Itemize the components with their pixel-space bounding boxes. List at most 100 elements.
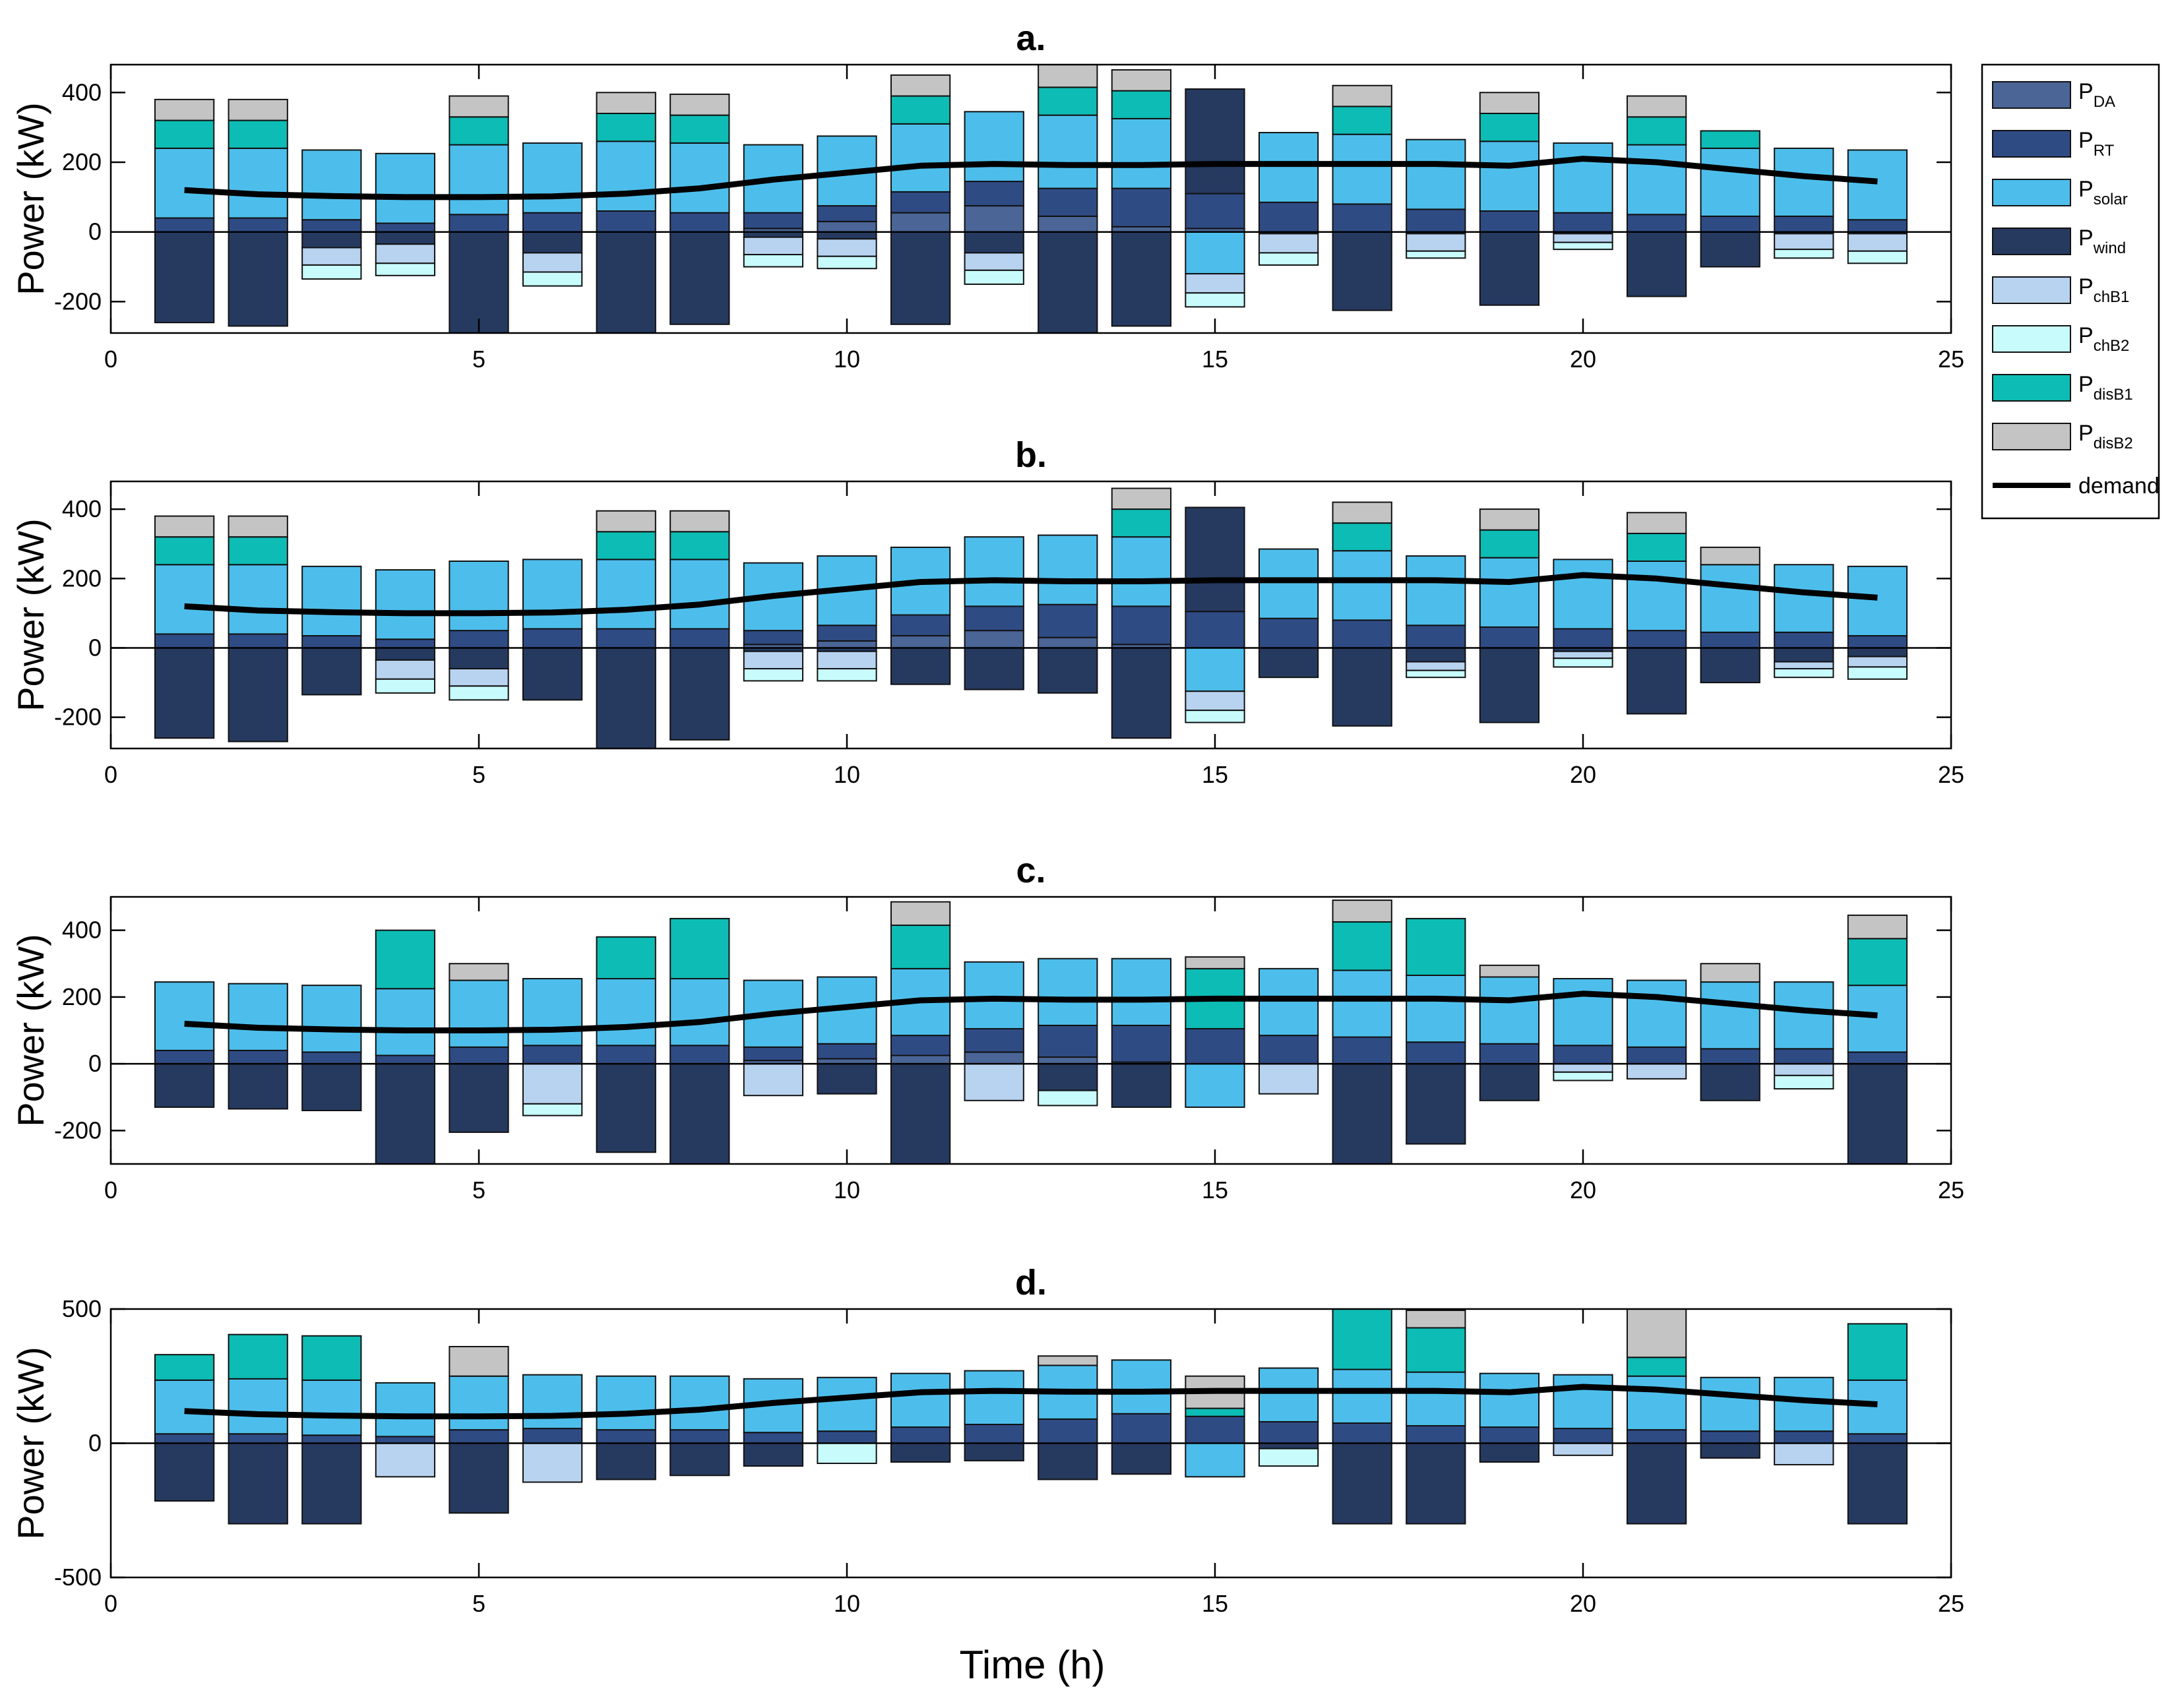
bar-segment-disB1-t17 xyxy=(1332,106,1392,135)
bar-segment-solar-t24 xyxy=(1847,1379,1908,1435)
bar-segment-wind-t24 xyxy=(1847,1442,1908,1525)
bar-segment-RT-t9 xyxy=(743,212,804,229)
bar-segment-wind-t4 xyxy=(375,1063,436,1164)
bar-segment-disB1-t24 xyxy=(1847,938,1908,987)
bar-segment-RT-t22 xyxy=(1700,631,1760,649)
bar-segment-solar-t19 xyxy=(1479,140,1540,212)
bar-segment-RT-t16 xyxy=(1258,201,1319,233)
bar-segment-RT-t20 xyxy=(1553,1045,1613,1065)
bar-segment-wind-t8 xyxy=(669,231,730,325)
bar-segment-wind-t13 xyxy=(1038,1442,1098,1480)
bar-segment-chB1-t9 xyxy=(743,236,804,256)
bar-segment-chB1-t21 xyxy=(1626,1063,1687,1080)
bar-segment-RT-t15 xyxy=(1185,1415,1245,1444)
bar-segment-RT-t23 xyxy=(1774,1430,1834,1444)
bar-segment-wind-t14 xyxy=(1111,1442,1172,1475)
bar-segment-wind-t1 xyxy=(154,231,215,324)
bar-segment-RT-t7 xyxy=(596,210,656,233)
bar-segment-wind-t18 xyxy=(1406,1442,1466,1525)
bar-segment-disB1-t14 xyxy=(1111,90,1172,119)
bar-segment-solar-t7 xyxy=(596,559,656,630)
bar-segment-disB1-t17 xyxy=(1332,522,1392,552)
bar-segment-solar-t17 xyxy=(1332,969,1392,1038)
bar-segment-disB1-t8 xyxy=(669,917,730,980)
bar-segment-RT-t17 xyxy=(1332,203,1392,233)
bar-segment-RT-t14 xyxy=(1111,1024,1172,1063)
bar-segment-RT-t4 xyxy=(375,638,436,649)
bar-segment-solar-t5 xyxy=(449,979,509,1048)
bar-segment-wind-t12 xyxy=(964,231,1024,254)
bar-segment-wind-t10 xyxy=(817,1063,877,1095)
bar-segment-solar-t20 xyxy=(1553,142,1613,214)
bar-segment-solar-t6 xyxy=(522,142,583,214)
bar-segment-chB1-t23 xyxy=(1774,661,1834,670)
bar-segment-disB2-t14 xyxy=(1111,487,1172,510)
bar-segment-solar-t20 xyxy=(1553,978,1613,1047)
bar-segment-RT-t13 xyxy=(1038,1418,1098,1444)
legend-label-chB1: PchB1 xyxy=(2078,274,2129,306)
bar-segment-solar-t23 xyxy=(1774,564,1834,633)
bar-segment-wind-t7 xyxy=(596,1442,656,1480)
bar-segment-solar-t6 xyxy=(522,978,583,1047)
bar-segment-solar-t20 xyxy=(1553,1374,1613,1430)
bar-segment-solar-t2 xyxy=(228,1378,288,1435)
bar-segment-disB1-t7 xyxy=(596,113,656,142)
y-axis-label: Power (kW) xyxy=(10,1347,51,1539)
legend-label-solar: Psolar xyxy=(2078,177,2128,208)
bar-segment-RT-t22 xyxy=(1700,1430,1760,1444)
bar-segment-chB2-t13 xyxy=(1038,1089,1098,1107)
bar-segment-RT-t9 xyxy=(743,630,804,646)
bar-segment-chB1-t15 xyxy=(1185,273,1245,294)
x-tick-label: 25 xyxy=(1938,761,1964,788)
bar-segment-disB2-t17 xyxy=(1332,501,1392,524)
bar-segment-RT-t4 xyxy=(375,1054,436,1065)
bar-segment-solar-t17 xyxy=(1332,133,1392,205)
bar-segment-solar-t14 xyxy=(1111,536,1172,607)
bar-segment-disB2-t17 xyxy=(1332,900,1392,923)
bar-segment-disB2-t19 xyxy=(1479,964,1540,978)
bar-segment-solar-t15 xyxy=(1185,231,1245,275)
bar-segment-solar-t3 xyxy=(301,565,362,637)
bar-segment-RT-t24 xyxy=(1847,1433,1908,1444)
bar-segment-wind-t2 xyxy=(228,1442,288,1525)
bar-segment-wind-t15 xyxy=(1185,88,1245,195)
x-tick-label: 0 xyxy=(104,346,117,373)
y-tick-label: -200 xyxy=(54,1116,102,1144)
bar-segment-wind-t18 xyxy=(1406,647,1466,663)
bar-segment-wind-t17 xyxy=(1332,647,1392,727)
bar-segment-RT-t17 xyxy=(1332,1036,1392,1065)
bar-segment-chB1-t20 xyxy=(1553,1442,1613,1456)
bar-segment-disB1-t21 xyxy=(1626,532,1687,562)
bar-segment-disB2-t7 xyxy=(596,510,656,533)
bar-segment-RT-t2 xyxy=(228,217,288,233)
bar-segment-RT-t5 xyxy=(449,630,509,649)
x-tick-label: 15 xyxy=(1202,346,1228,373)
bar-segment-RT-t6 xyxy=(522,212,583,233)
bar-segment-disB1-t15 xyxy=(1185,1407,1245,1417)
bar-segment-chB1-t12 xyxy=(964,1063,1024,1101)
bar-segment-chB1-t16 xyxy=(1258,233,1319,254)
x-tick-label: 5 xyxy=(472,1590,485,1617)
y-tick-label: 0 xyxy=(88,218,102,245)
bar-segment-solar-t13 xyxy=(1038,534,1098,605)
bar-segment-RT-t20 xyxy=(1553,628,1613,649)
bar-segment-wind-t5 xyxy=(449,1442,509,1514)
bar-segment-disB2-t2 xyxy=(228,98,288,121)
legend-swatch-wind xyxy=(1992,228,2071,255)
legend-swatch-RT xyxy=(1992,130,2071,158)
x-axis-label: Time (h) xyxy=(959,1643,1105,1687)
bar-segment-RT-t17 xyxy=(1332,1422,1392,1444)
bar-segment-chB2-t23 xyxy=(1774,668,1834,679)
bar-segment-solar-t21 xyxy=(1626,979,1687,1048)
bar-segment-RT-t10 xyxy=(817,1430,877,1444)
bar-segment-chB1-t4 xyxy=(375,1442,436,1478)
bar-segment-solar-t13 xyxy=(1038,958,1098,1026)
bar-segment-solar-t12 xyxy=(964,536,1024,607)
bar-segment-solar-t22 xyxy=(1700,147,1760,217)
bar-segment-wind-t22 xyxy=(1700,1063,1760,1101)
bar-segment-RT-t17 xyxy=(1332,619,1392,649)
y-tick-label: 500 xyxy=(62,1295,102,1322)
bar-segment-solar-t21 xyxy=(1626,144,1687,216)
bar-segment-chB1-t23 xyxy=(1774,1063,1834,1076)
